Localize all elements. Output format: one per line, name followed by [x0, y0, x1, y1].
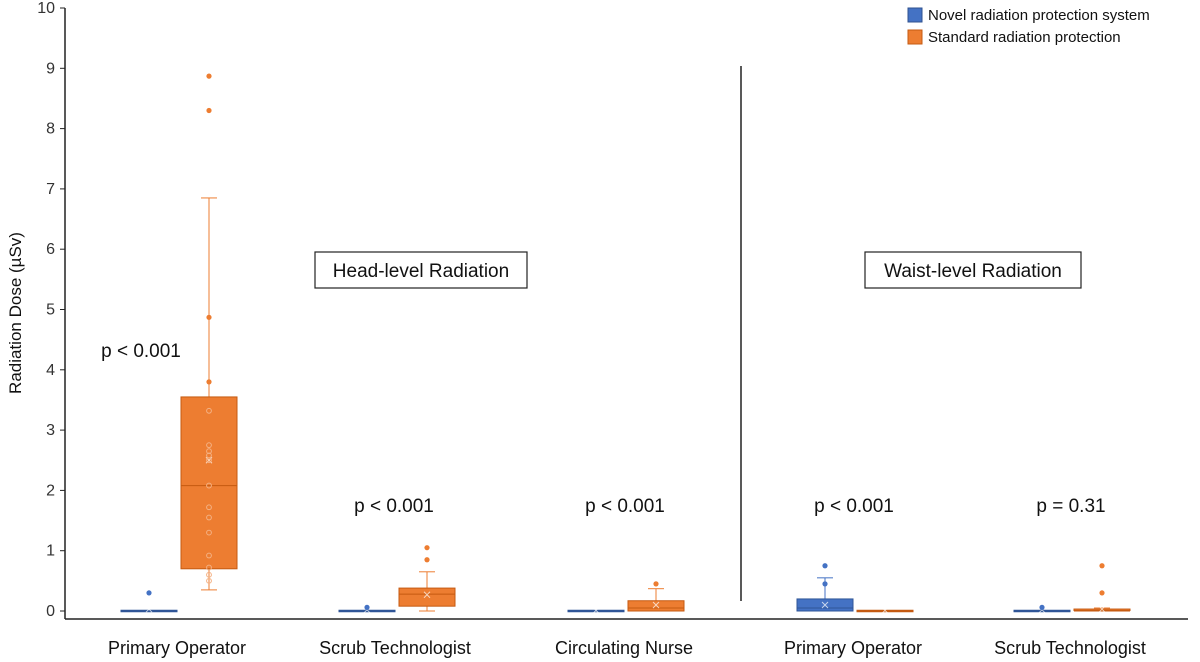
outlier-point — [146, 590, 152, 596]
box-novel-3 — [567, 607, 625, 614]
legend-label-novel: Novel radiation protection system — [928, 7, 1150, 24]
box-standard-3 — [627, 581, 685, 612]
box-novel-1 — [120, 590, 178, 613]
category-label-2: Scrub Technologist — [319, 638, 471, 658]
mean-marker — [145, 605, 153, 613]
category-label-4: Primary Operator — [784, 638, 922, 658]
data-point — [206, 529, 212, 536]
data-point — [206, 457, 212, 464]
outlier-point — [364, 604, 370, 610]
mean-marker — [881, 607, 889, 614]
category-label-5: Scrub Technologist — [994, 638, 1146, 658]
y-tick-label: 7 — [46, 181, 55, 198]
legend-swatch-novel — [907, 7, 923, 23]
mean-marker — [592, 607, 600, 614]
y-tick-label: 3 — [46, 422, 55, 439]
box-standard-4 — [856, 607, 914, 614]
y-tick-label: 8 — [46, 121, 55, 138]
data-point — [206, 407, 212, 414]
y-tick-label: 6 — [46, 241, 55, 258]
outlier-point — [822, 563, 828, 569]
mean-marker — [1098, 605, 1106, 613]
outlier-point — [1099, 590, 1105, 596]
box-iqr — [627, 600, 685, 612]
y-tick-label: 4 — [46, 362, 55, 379]
pvalue-label-3: p < 0.001 — [585, 496, 665, 517]
y-tick-label: 5 — [46, 302, 55, 319]
box-standard-5 — [1073, 563, 1131, 613]
box-iqr — [398, 587, 456, 607]
y-tick-label: 9 — [46, 60, 55, 77]
data-point — [206, 564, 212, 571]
data-point — [206, 482, 212, 489]
panel-waist-level: Waist-level Radiation — [864, 251, 1082, 289]
box-novel-4 — [796, 563, 854, 612]
data-point — [206, 442, 212, 449]
outlier-point — [1099, 563, 1105, 569]
box-standard-1 — [180, 73, 238, 591]
y-tick-label: 1 — [46, 543, 55, 560]
box-standard-2 — [398, 545, 456, 612]
mean-marker — [423, 591, 431, 599]
y-tick-labels: 0 1 2 3 4 5 6 7 8 9 10 — [37, 0, 65, 620]
y-tick-label: 0 — [46, 603, 55, 620]
data-point — [206, 504, 212, 511]
category-label-1: Primary Operator — [108, 638, 246, 658]
outlier-point — [424, 557, 430, 563]
data-point — [206, 552, 212, 559]
data-point — [206, 571, 212, 578]
pvalue-label-1: p < 0.001 — [101, 341, 181, 362]
panel-label-head: Head-level Radiation — [333, 261, 509, 282]
outlier-point — [206, 107, 212, 114]
y-tick-label: 2 — [46, 482, 55, 499]
outlier-point — [206, 379, 212, 385]
outlier-point — [1039, 604, 1045, 610]
outlier-point — [822, 581, 828, 587]
box-series-group — [120, 73, 1131, 614]
pvalue-label-5: p = 0.31 — [1036, 496, 1105, 517]
data-point — [206, 514, 212, 521]
box-novel-2 — [338, 604, 396, 614]
panel-head-level: Head-level Radiation — [314, 251, 528, 289]
outlier-point — [424, 545, 430, 551]
legend-label-standard: Standard radiation protection — [928, 29, 1121, 46]
data-point — [206, 577, 212, 584]
pvalue-label-2: p < 0.001 — [354, 496, 434, 517]
panel-label-waist: Waist-level Radiation — [884, 261, 1062, 282]
outlier-point — [206, 73, 212, 79]
y-axis-title: Radiation Dose (µSv) — [6, 232, 25, 394]
legend: Novel radiation protection system Standa… — [907, 7, 1150, 46]
data-point — [206, 448, 212, 455]
legend-swatch-standard — [907, 29, 923, 45]
category-label-3: Circulating Nurse — [555, 638, 693, 658]
mean-marker — [821, 601, 829, 609]
y-tick-label: 10 — [37, 0, 55, 17]
box-novel-5 — [1013, 604, 1071, 614]
mean-marker — [652, 601, 660, 609]
outlier-point — [206, 314, 212, 320]
pvalue-label-4: p < 0.001 — [814, 496, 894, 517]
outlier-point — [653, 581, 659, 587]
